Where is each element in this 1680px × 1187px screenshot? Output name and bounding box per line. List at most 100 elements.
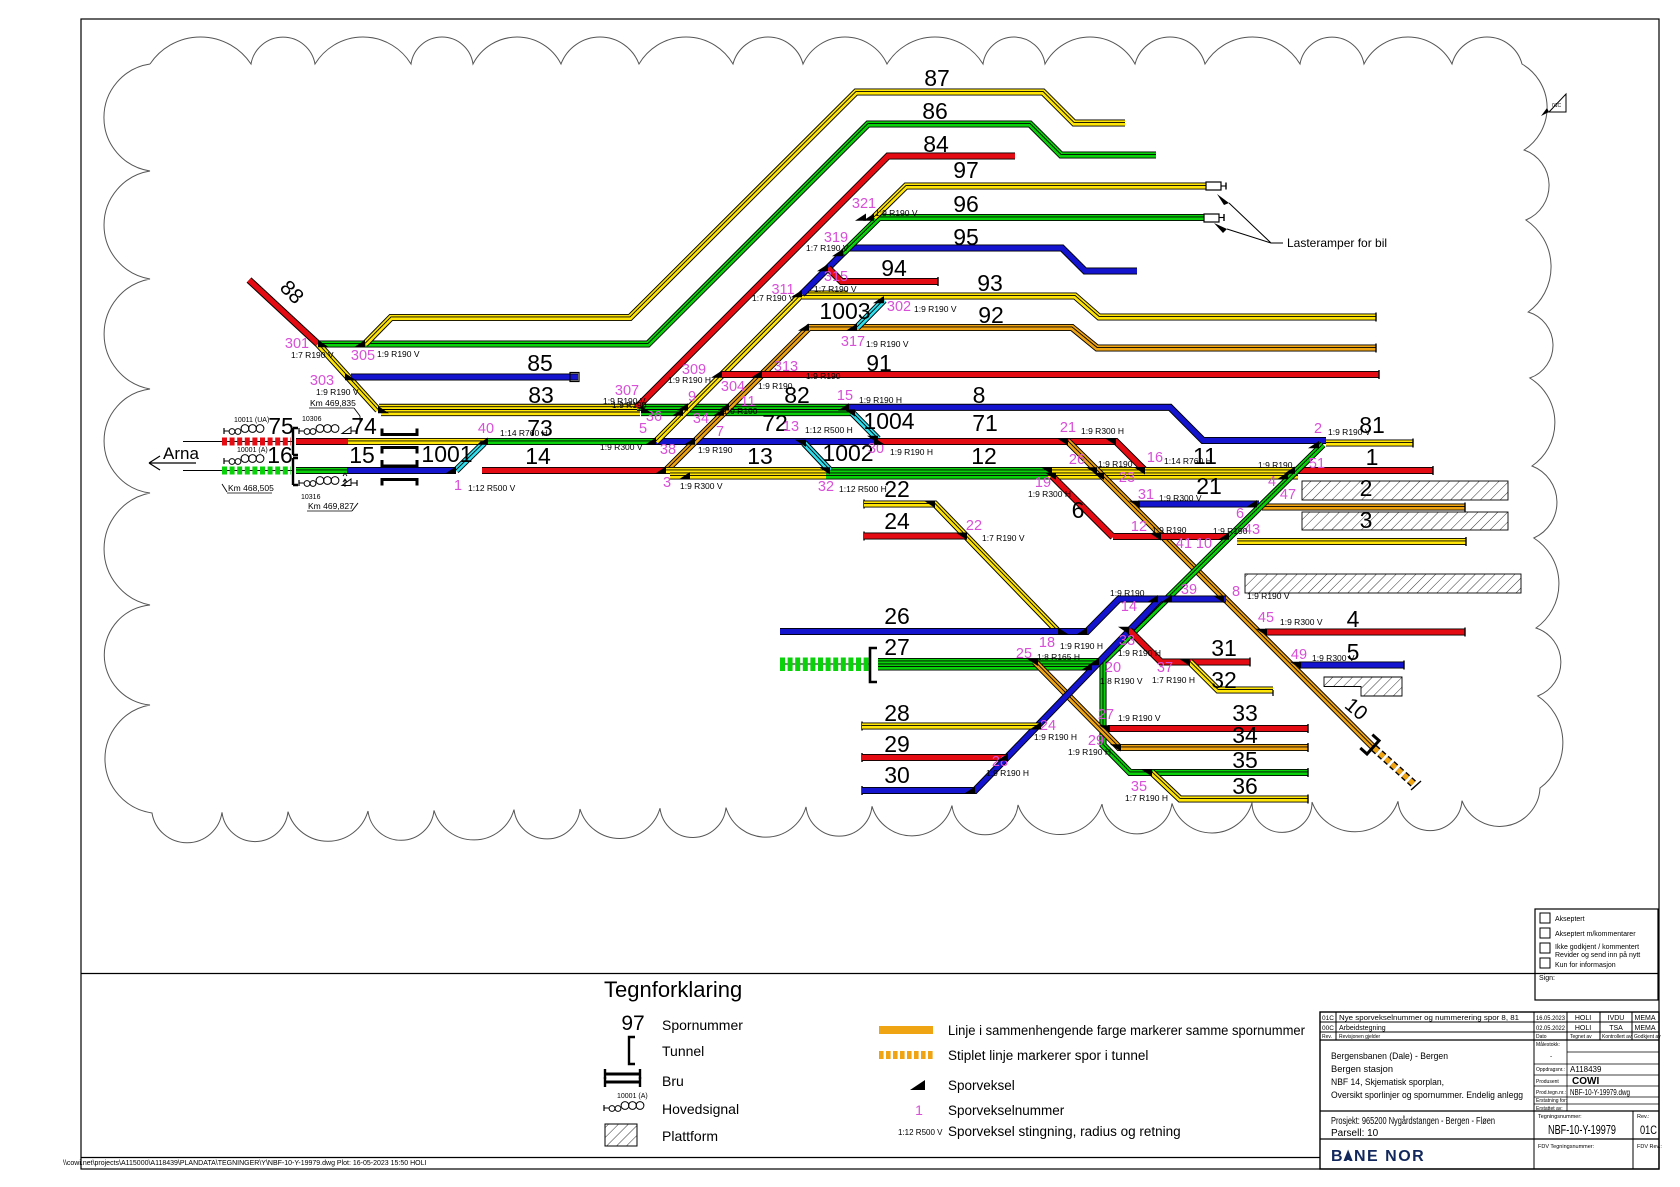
svg-text:Prosjekt: 965200 Nygårdstangen: Prosjekt: 965200 Nygårdstangen - Bergen … <box>1331 1115 1495 1127</box>
svg-text:1:7 R190 V: 1:7 R190 V <box>752 293 795 303</box>
svg-text:27: 27 <box>1098 707 1114 723</box>
svg-text:43: 43 <box>1244 522 1260 538</box>
svg-text:1004: 1004 <box>863 408 914 434</box>
svg-text:1:9 R190: 1:9 R190 <box>1098 459 1133 469</box>
svg-text:FDV Tegningsnummer:: FDV Tegningsnummer: <box>1538 1144 1595 1150</box>
svg-text:34: 34 <box>1232 722 1258 748</box>
svg-text:B: B <box>1331 1148 1343 1165</box>
svg-text:1:9 R190 H: 1:9 R190 H <box>1034 732 1077 742</box>
svg-text:16: 16 <box>1147 450 1163 466</box>
svg-text:HOLI: HOLI <box>1575 1015 1591 1022</box>
svg-text:302: 302 <box>887 299 911 315</box>
svg-text:Plattform: Plattform <box>662 1128 718 1144</box>
svg-text:10316: 10316 <box>301 494 321 501</box>
svg-text:NBF 14, Skjematisk sporplan,: NBF 14, Skjematisk sporplan, <box>1331 1077 1444 1088</box>
svg-text:\\cowi.net\projects\A115000\A1: \\cowi.net\projects\A115000\A118439\PLAN… <box>63 1160 426 1167</box>
svg-text:1:9 R190 H: 1:9 R190 H <box>986 768 1029 778</box>
svg-text:309: 309 <box>682 362 706 378</box>
svg-text:12: 12 <box>1131 519 1147 535</box>
svg-text:1: 1 <box>454 478 462 494</box>
svg-text:1:7 R190 H: 1:7 R190 H <box>1125 793 1168 803</box>
svg-text:319: 319 <box>824 230 848 246</box>
svg-text:1: 1 <box>915 1102 923 1118</box>
svg-text:1:9 R190: 1:9 R190 <box>612 400 647 410</box>
svg-text:32: 32 <box>1211 667 1237 693</box>
svg-text:Spornummer: Spornummer <box>662 1017 743 1033</box>
svg-text:301: 301 <box>285 336 309 352</box>
svg-text:1:9 R190: 1:9 R190 <box>1152 525 1187 535</box>
svg-text:5: 5 <box>639 421 647 437</box>
svg-text:Ikke godkjent / kommentert: Ikke godkjent / kommentert <box>1555 944 1639 951</box>
svg-text:Revisjonen gjelder: Revisjonen gjelder <box>1339 1034 1380 1040</box>
svg-text:97: 97 <box>953 157 979 183</box>
svg-text:16.05.2023: 16.05.2023 <box>1536 1015 1565 1022</box>
svg-text:1:9 R190 H: 1:9 R190 H <box>1068 747 1111 757</box>
svg-text:315: 315 <box>824 269 848 285</box>
svg-text:30: 30 <box>884 762 910 788</box>
svg-text:Erstatning for:: Erstatning for: <box>1536 1098 1567 1104</box>
svg-text:21: 21 <box>1060 420 1076 436</box>
svg-text:1:9 R190 V: 1:9 R190 V <box>1328 427 1371 437</box>
svg-text:Produsent: Produsent <box>1536 1079 1559 1085</box>
svg-text:8: 8 <box>1232 584 1240 600</box>
svg-text:Akseptert: Akseptert <box>1555 916 1585 923</box>
svg-text:82: 82 <box>784 382 810 408</box>
svg-text:72: 72 <box>762 410 788 436</box>
svg-text:Linje i sammenhengende farge m: Linje i sammenhengende farge markerer sa… <box>948 1023 1305 1038</box>
svg-text:1:9 R190: 1:9 R190 <box>723 406 758 416</box>
svg-text:8: 8 <box>973 382 986 408</box>
svg-text:92: 92 <box>978 302 1004 328</box>
svg-text:1:14 R760 H: 1:14 R760 H <box>500 428 548 438</box>
svg-text:22: 22 <box>884 476 910 502</box>
svg-text:IVDU: IVDU <box>1608 1015 1625 1022</box>
svg-text:38: 38 <box>660 442 676 458</box>
svg-text:1:9 R190 H: 1:9 R190 H <box>859 395 902 405</box>
svg-text:Tegningsnummer:: Tegningsnummer: <box>1538 1114 1582 1120</box>
svg-text:33: 33 <box>1232 700 1258 726</box>
svg-text:75: 75 <box>268 413 294 439</box>
svg-text:NBF-10-Y-19979: NBF-10-Y-19979 <box>1548 1122 1616 1137</box>
svg-text:1:9 R190 V: 1:9 R190 V <box>316 387 359 397</box>
svg-text:Dato: Dato <box>1536 1034 1547 1040</box>
svg-text:1:9 R300 V: 1:9 R300 V <box>1280 617 1323 627</box>
svg-text:COWI: COWI <box>1572 1076 1599 1087</box>
svg-text:1:9 R190: 1:9 R190 <box>806 371 841 381</box>
svg-text:10001 (A): 10001 (A) <box>237 447 268 454</box>
svg-text:1:9 R190 V: 1:9 R190 V <box>1247 591 1290 601</box>
svg-text:94: 94 <box>881 255 907 281</box>
svg-text:6: 6 <box>1236 506 1244 522</box>
svg-text:1:9 R300 V: 1:9 R300 V <box>600 442 643 452</box>
svg-text:1:9 R190 H: 1:9 R190 H <box>890 447 933 457</box>
svg-text:01C: 01C <box>1640 1125 1657 1137</box>
svg-text:10: 10 <box>1196 536 1212 552</box>
svg-text:11: 11 <box>740 394 755 410</box>
svg-text:20: 20 <box>1105 660 1121 676</box>
svg-text:311: 311 <box>771 282 794 298</box>
svg-text:4: 4 <box>1347 606 1360 632</box>
svg-text:19: 19 <box>1035 475 1051 491</box>
svg-text:26: 26 <box>1069 452 1085 468</box>
svg-text:51: 51 <box>1309 456 1325 472</box>
svg-text:15: 15 <box>837 388 853 404</box>
svg-text:95: 95 <box>953 224 979 250</box>
svg-text:FDV Rev.:: FDV Rev.: <box>1637 1144 1662 1150</box>
svg-text:Sporvekselnummer: Sporvekselnummer <box>948 1103 1065 1118</box>
svg-text:15: 15 <box>349 442 375 468</box>
svg-text:1:9 R190: 1:9 R190 <box>758 381 793 391</box>
svg-text:1:9 R190 V: 1:9 R190 V <box>914 304 957 314</box>
svg-text:Km 468,505: Km 468,505 <box>228 483 274 493</box>
svg-text:2: 2 <box>1314 421 1322 437</box>
svg-text:1:9 R190 V: 1:9 R190 V <box>1118 713 1161 723</box>
svg-text:86: 86 <box>922 98 948 124</box>
svg-text:Oversikt sporlinjer og spornum: Oversikt sporlinjer og spornummer. Endel… <box>1331 1090 1523 1101</box>
svg-text:1:8 R190 V: 1:8 R190 V <box>1100 676 1143 686</box>
svg-text:Bergensbanen (Dale) - Bergen: Bergensbanen (Dale) - Bergen <box>1331 1051 1448 1062</box>
svg-text:Kun for informasjon: Kun for informasjon <box>1555 962 1616 969</box>
svg-text:1002: 1002 <box>822 440 873 466</box>
svg-text:21: 21 <box>1196 473 1222 499</box>
svg-text:26: 26 <box>884 603 910 629</box>
svg-text:Akseptert m/kommentarer: Akseptert m/kommentarer <box>1555 931 1636 938</box>
svg-text:39: 39 <box>1181 582 1197 598</box>
svg-text:29: 29 <box>884 731 910 757</box>
svg-text:96: 96 <box>953 191 979 217</box>
